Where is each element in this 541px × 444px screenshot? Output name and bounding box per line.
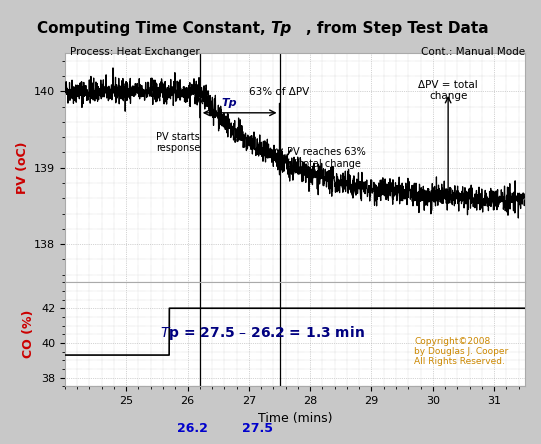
- Text: Cont.: Manual Mode: Cont.: Manual Mode: [421, 47, 525, 57]
- Y-axis label: CO (%): CO (%): [22, 310, 35, 358]
- Text: Copyright©2008
by Douglas J. Cooper
All Rights Reserved.: Copyright©2008 by Douglas J. Cooper All …: [414, 337, 509, 366]
- Text: , from Step Test Data: , from Step Test Data: [306, 21, 489, 36]
- Text: 26.2: 26.2: [177, 422, 208, 436]
- X-axis label: Time (mins): Time (mins): [258, 412, 332, 424]
- Y-axis label: PV (oC): PV (oC): [16, 142, 29, 194]
- Text: 63% of ΔPV: 63% of ΔPV: [249, 87, 309, 97]
- Text: Tp: Tp: [221, 98, 237, 108]
- Text: Computing Time Constant,: Computing Time Constant,: [37, 21, 270, 36]
- Text: Tp: Tp: [270, 21, 292, 36]
- Text: $\it{T}$p = 27.5 – 26.2 = 1.3 min: $\it{T}$p = 27.5 – 26.2 = 1.3 min: [160, 325, 365, 342]
- Text: Process: Heat Exchanger: Process: Heat Exchanger: [70, 47, 200, 57]
- Text: ΔPV = total
change: ΔPV = total change: [418, 80, 478, 101]
- Text: PV starts
response: PV starts response: [156, 132, 201, 154]
- Text: 27.5: 27.5: [242, 422, 273, 436]
- Text: PV reaches 63%
of total change: PV reaches 63% of total change: [287, 147, 366, 169]
